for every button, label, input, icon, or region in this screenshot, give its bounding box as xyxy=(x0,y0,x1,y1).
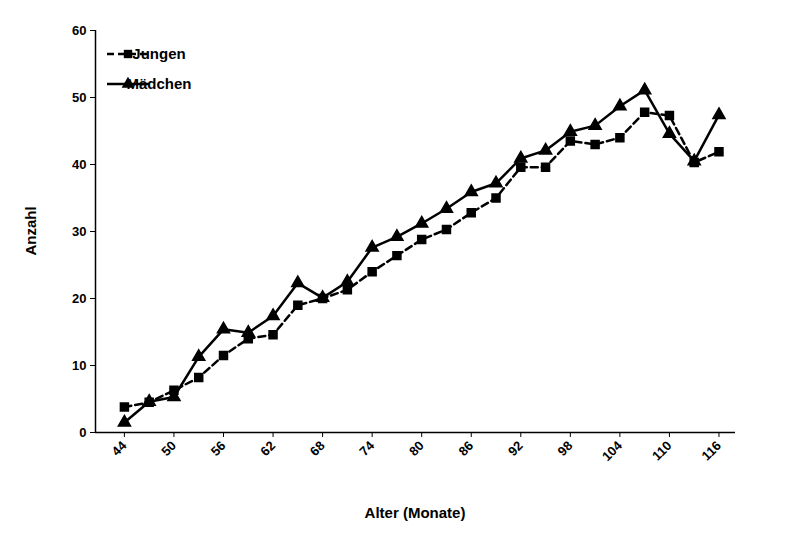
svg-text:Alter (Monate): Alter (Monate) xyxy=(365,504,466,521)
svg-text:Mädchen: Mädchen xyxy=(126,75,191,92)
svg-text:98: 98 xyxy=(555,438,576,459)
svg-text:62: 62 xyxy=(257,438,278,459)
svg-text:74: 74 xyxy=(356,437,377,458)
svg-text:50: 50 xyxy=(158,438,179,459)
svg-text:0: 0 xyxy=(79,425,86,440)
svg-text:56: 56 xyxy=(208,438,229,459)
svg-text:20: 20 xyxy=(72,291,86,306)
svg-text:Anzahl: Anzahl xyxy=(22,206,39,255)
svg-text:44: 44 xyxy=(109,437,130,458)
svg-text:110: 110 xyxy=(649,438,674,463)
svg-text:30: 30 xyxy=(72,224,86,239)
svg-text:40: 40 xyxy=(72,157,86,172)
svg-text:Jungen: Jungen xyxy=(132,45,185,62)
svg-text:10: 10 xyxy=(72,358,86,373)
svg-text:50: 50 xyxy=(72,90,86,105)
svg-text:68: 68 xyxy=(307,438,328,459)
svg-text:92: 92 xyxy=(505,438,526,459)
svg-text:86: 86 xyxy=(455,438,476,459)
svg-text:116: 116 xyxy=(699,438,724,463)
svg-text:80: 80 xyxy=(406,438,427,459)
svg-text:60: 60 xyxy=(72,23,86,38)
svg-text:104: 104 xyxy=(599,437,625,463)
